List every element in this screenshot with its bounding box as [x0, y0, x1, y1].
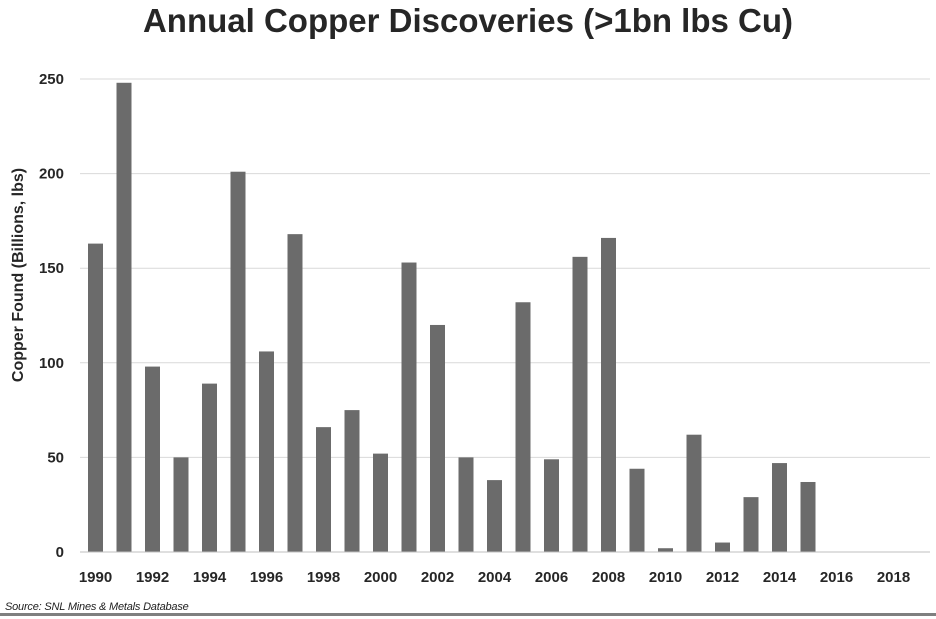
bar-2002: [430, 324, 445, 552]
y-tick-label-100: 100: [39, 355, 64, 372]
x-tick-label-2012: 2012: [706, 569, 739, 586]
x-tick-label-2004: 2004: [478, 569, 512, 586]
y-axis-label: Copper Found (Billions, lbs): [10, 168, 27, 382]
bar-2012: [715, 542, 730, 552]
bars: [88, 82, 816, 553]
bar-2006: [544, 459, 559, 552]
x-tick-label-1990: 1990: [79, 569, 112, 586]
bar-2010: [658, 548, 673, 552]
source-note: Source: SNL Mines & Metals Database: [5, 601, 189, 613]
y-tick-label-0: 0: [56, 544, 64, 561]
bar-1995: [230, 171, 246, 552]
bar-1992: [145, 366, 160, 552]
bar-2013: [743, 497, 759, 552]
bar-2000: [373, 453, 388, 552]
bar-2014: [772, 463, 787, 552]
bar-1994: [202, 383, 217, 552]
x-tick-label-2016: 2016: [820, 569, 853, 586]
bar-1999: [344, 410, 360, 552]
y-tick-label-50: 50: [47, 449, 64, 466]
gridlines: [80, 78, 930, 458]
x-tick-label-1998: 1998: [307, 569, 340, 586]
bar-2003: [458, 457, 474, 552]
bar-2015: [800, 481, 816, 552]
y-tick-label-250: 250: [39, 71, 64, 88]
bar-2008: [601, 237, 616, 553]
x-tick-label-2008: 2008: [592, 569, 625, 586]
bar-2007: [572, 256, 588, 552]
bar-2004: [487, 480, 502, 552]
x-tick-label-2002: 2002: [421, 569, 454, 586]
bar-1997: [287, 234, 303, 553]
bar-2011: [686, 434, 702, 552]
y-tick-label-200: 200: [39, 166, 64, 183]
x-tick-label-1992: 1992: [136, 569, 169, 586]
x-tick-label-2006: 2006: [535, 569, 568, 586]
y-tick-labels: 0 50 100 150 200 250: [39, 71, 64, 561]
bar-2005: [515, 302, 531, 552]
bar-chart: 0 50 100 150 200 250 1990 1992 1994 1996 1998 2000…: [10, 71, 930, 586]
x-tick-label-1996: 1996: [250, 569, 283, 586]
bar-1991: [116, 82, 132, 552]
x-tick-label-1994: 1994: [193, 569, 227, 586]
bottom-divider: [0, 613, 936, 616]
x-tick-label-2014: 2014: [763, 569, 797, 586]
bar-2001: [401, 262, 417, 552]
x-tick-label-2018: 2018: [877, 569, 910, 586]
bar-1993: [173, 457, 189, 552]
x-tick-label-2010: 2010: [649, 569, 682, 586]
chart-title: Annual Copper Discoveries (>1bn lbs Cu): [142, 2, 794, 39]
bar-1998: [316, 427, 331, 552]
bar-1990: [88, 243, 103, 552]
bar-1996: [259, 351, 274, 552]
bar-2009: [629, 468, 645, 552]
x-tick-labels: 1990 1992 1994 1996 1998 2000 2002 2004 2006 2008…: [79, 569, 910, 586]
y-tick-label-150: 150: [39, 260, 64, 277]
x-tick-label-2000: 2000: [364, 569, 397, 586]
